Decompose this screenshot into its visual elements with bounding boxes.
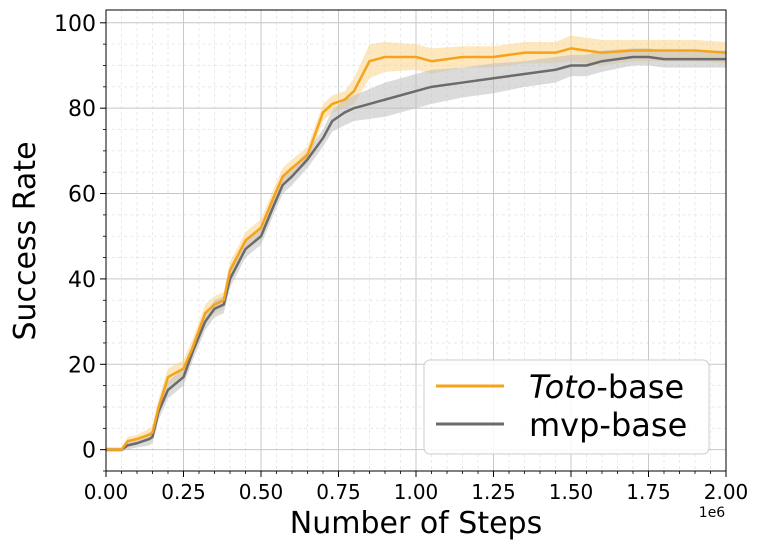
series-lines <box>106 47 727 451</box>
y-tick-label: 60 <box>68 183 96 208</box>
x-tick-label: 1.00 <box>394 480 439 504</box>
legend-label-toto-italic: Toto <box>529 368 596 406</box>
y-axis-label: Success Rate <box>8 141 43 340</box>
x-offset-label: 1e6 <box>699 505 726 521</box>
legend-label-toto-base: Toto-base <box>529 368 684 406</box>
legend-label-toto-rest: -base <box>596 368 684 406</box>
series-line-1 <box>106 55 726 451</box>
x-tick-label: 0.50 <box>239 480 284 504</box>
x-tick-label: 0.75 <box>316 480 361 504</box>
x-tick-label: 0.25 <box>161 480 206 504</box>
x-tick-label: 1.50 <box>549 480 594 504</box>
x-axis-label: Number of Steps <box>290 506 542 541</box>
x-tick-label: 1.25 <box>471 480 516 504</box>
legend-box <box>423 359 710 455</box>
x-axis-ticks: 0.00 0.25 0.50 0.75 1.00 1.25 1.50 1.75 2.00 <box>84 471 749 504</box>
x-tick-label: 1.75 <box>626 480 671 504</box>
y-tick-label: 40 <box>68 268 96 293</box>
y-tick-label: 20 <box>68 353 96 378</box>
y-tick-label: 100 <box>54 12 96 37</box>
x-tick-label: 2.00 <box>704 480 749 504</box>
y-tick-label: 80 <box>68 97 96 122</box>
x-tick-label: 0.00 <box>84 480 129 504</box>
series-line-0 <box>106 47 727 451</box>
legend: Toto-base mvp-base <box>423 359 710 455</box>
y-axis-ticks: 0 20 40 60 80 100 <box>54 12 106 472</box>
legend-label-mvp-base: mvp-base <box>529 406 687 444</box>
y-tick-label: 0 <box>82 439 96 464</box>
